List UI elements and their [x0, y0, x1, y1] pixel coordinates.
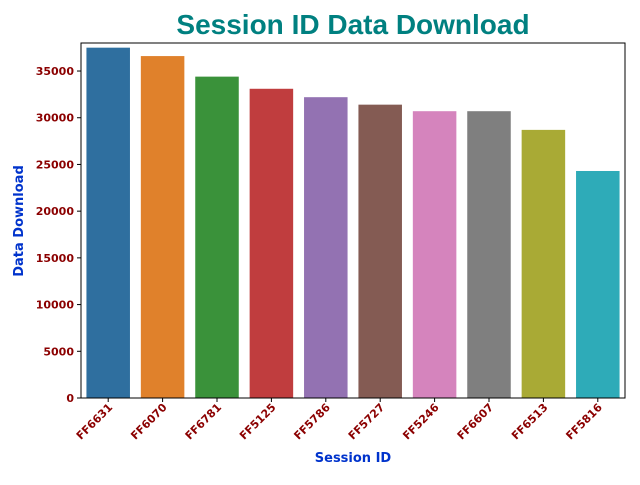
bar-FF6607 [467, 111, 511, 399]
chart-title: Session ID Data Download [176, 9, 529, 40]
bar-FF6781 [195, 76, 239, 398]
y-axis-label: Data Download [12, 165, 27, 277]
x-tick-label: FF5786 [291, 401, 333, 443]
bar-FF5786 [304, 97, 348, 399]
y-tick-label: 5000 [43, 345, 74, 358]
x-tick-label: FF6607 [455, 401, 496, 442]
x-axis-label: Session ID [315, 451, 392, 466]
bar-FF5816 [576, 170, 620, 398]
x-tick-label: FF6513 [509, 401, 550, 442]
bars-layer [86, 47, 620, 399]
y-tick-label: 25000 [36, 158, 75, 171]
x-tick-label: FF6631 [74, 401, 115, 442]
bar-FF6513 [521, 129, 566, 398]
y-tick-label: 15000 [36, 252, 75, 265]
x-tick-label: FF6781 [183, 401, 224, 442]
x-axis-ticks: FF6631 FF6070 FF6781 FF5125 FF5786 FF5727 FF52… [74, 398, 605, 442]
y-axis-ticks: 0 5000 10000 15000 20000 25000 30000 35000 [36, 65, 81, 405]
y-tick-label: 20000 [36, 205, 75, 218]
bar-FF5125 [249, 88, 294, 399]
bar-FF5246 [412, 111, 457, 399]
y-tick-label: 30000 [36, 112, 75, 125]
bar-FF6070 [140, 56, 185, 398]
bar-FF5727 [358, 104, 402, 398]
plot-frame [80, 42, 626, 399]
x-tick-label: FF5816 [563, 401, 605, 443]
x-tick-label: FF5125 [237, 401, 278, 442]
bar-FF6631 [86, 47, 130, 398]
x-tick-label: FF6070 [128, 401, 170, 443]
y-tick-label: 35000 [36, 65, 75, 78]
x-tick-label: FF5246 [400, 401, 442, 443]
y-tick-label: 0 [66, 392, 74, 405]
x-tick-label: FF5727 [346, 401, 387, 442]
y-tick-label: 10000 [36, 299, 75, 312]
